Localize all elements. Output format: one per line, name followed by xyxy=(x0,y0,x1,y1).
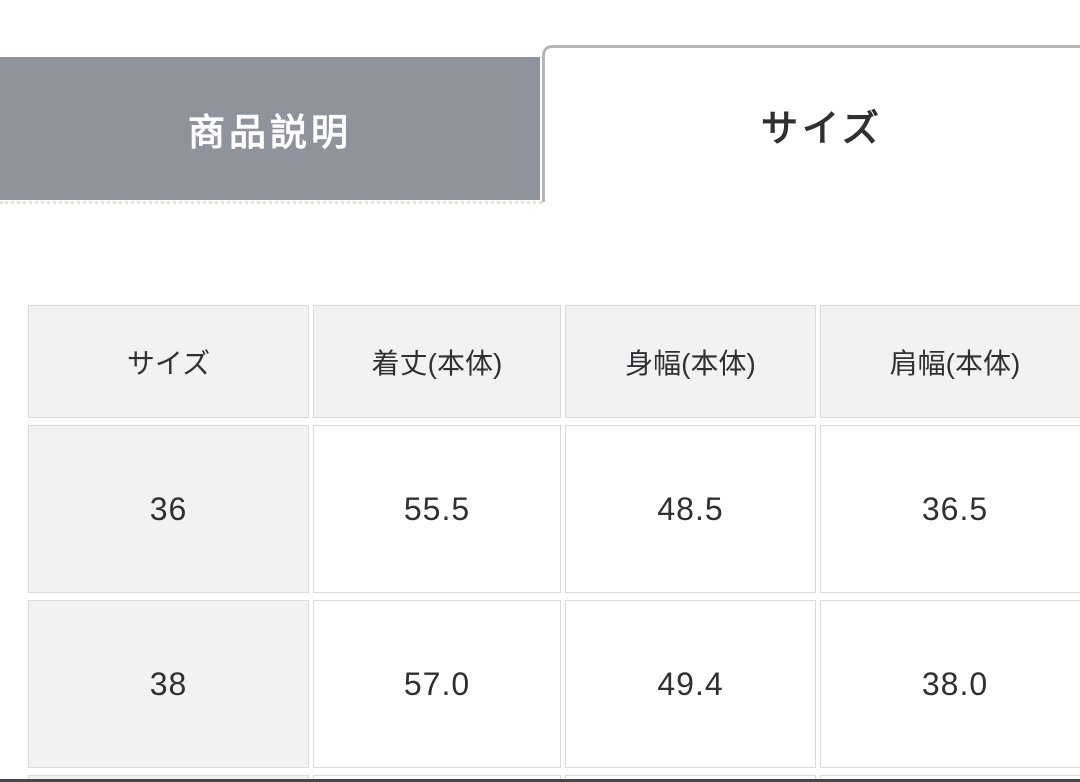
size-row-label: 36 xyxy=(28,425,309,593)
size-row-label-partial xyxy=(28,775,309,782)
size-table-header-length: 着丈(本体) xyxy=(313,305,561,418)
tab-product-description[interactable]: 商品説明 xyxy=(0,57,540,200)
size-table-header-shoulder-width: 肩幅(本体) xyxy=(820,305,1080,418)
size-table: サイズ 着丈(本体) 身幅(本体) 肩幅(本体) 36 55.5 48.5 36… xyxy=(28,305,1080,782)
size-table-cell: 49.4 xyxy=(565,600,816,768)
bottom-edge-bar xyxy=(0,779,1080,782)
size-table-header-body-width: 身幅(本体) xyxy=(565,305,816,418)
size-table-cell-partial xyxy=(313,775,561,782)
size-table-cell: 55.5 xyxy=(313,425,561,593)
size-row-label: 38 xyxy=(28,600,309,768)
size-table-header-size: サイズ xyxy=(28,305,309,418)
size-table-cell: 36.5 xyxy=(820,425,1080,593)
size-table-cell: 57.0 xyxy=(313,600,561,768)
size-table-cell-partial xyxy=(565,775,816,782)
size-table-cell-partial xyxy=(820,775,1080,782)
size-table-cell: 38.0 xyxy=(820,600,1080,768)
size-table-cell: 48.5 xyxy=(565,425,816,593)
tab-underline-divider xyxy=(0,201,542,204)
tab-size[interactable]: サイズ xyxy=(542,45,1080,202)
